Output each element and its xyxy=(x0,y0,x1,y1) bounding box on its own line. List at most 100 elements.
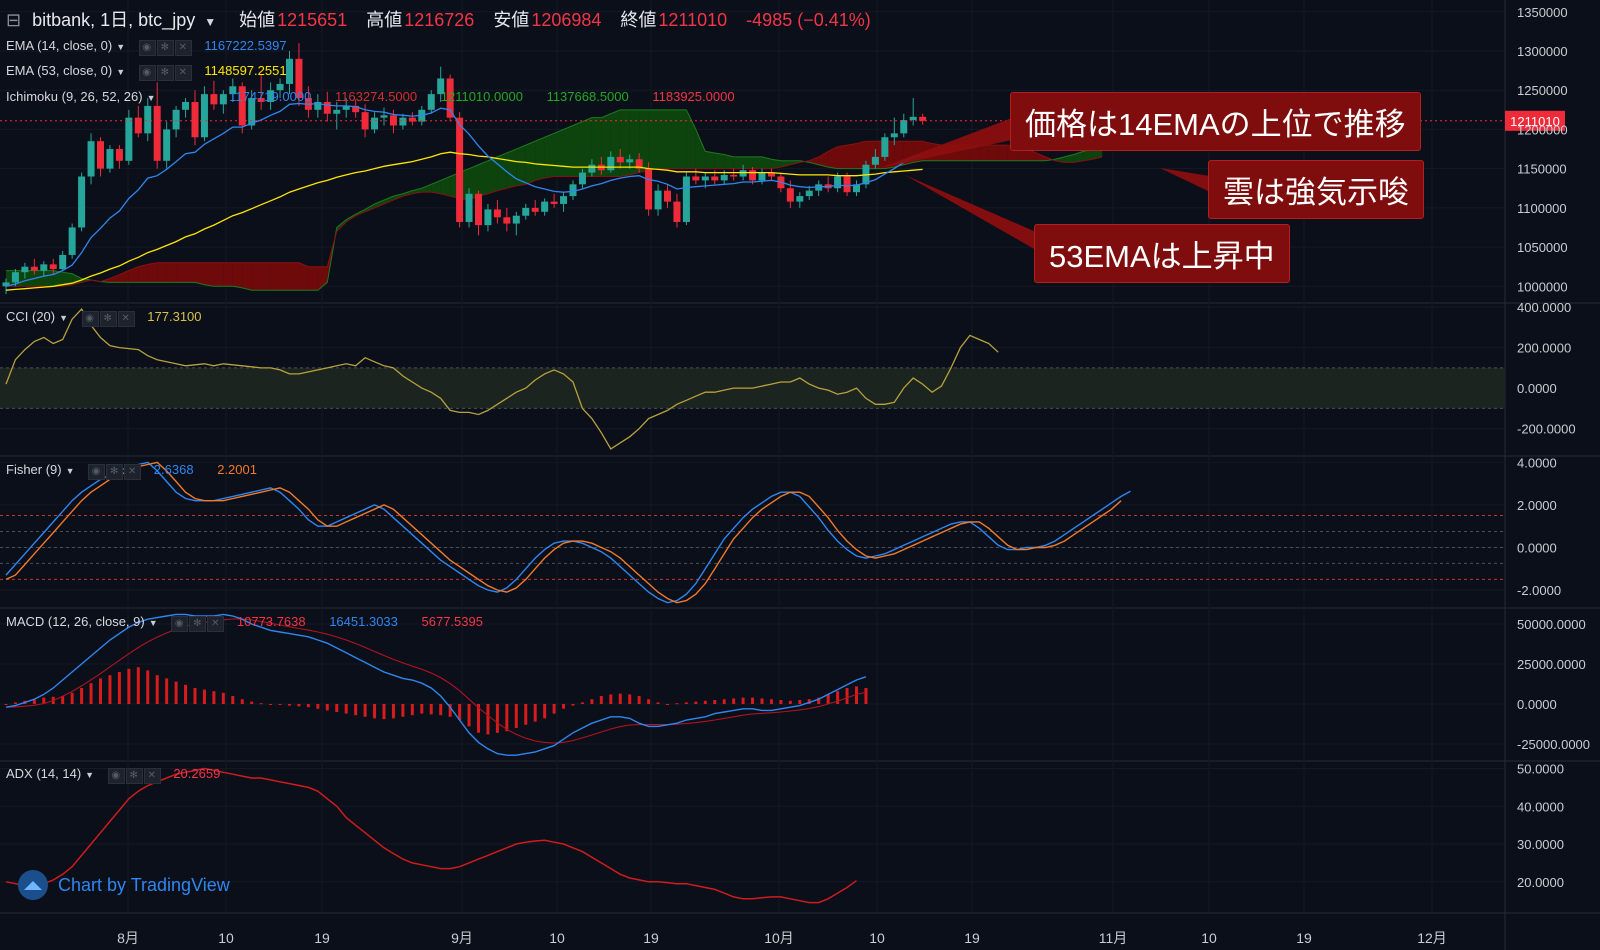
candle-body xyxy=(68,227,76,255)
macd-panel[interactable] xyxy=(4,613,868,756)
chevron-down-icon[interactable]: ▼ xyxy=(116,67,126,77)
candle-body xyxy=(739,170,747,177)
close-label: 終値 xyxy=(620,10,657,30)
legend-adx[interactable]: ADX (14, 14) ▼ ◉ ✻ ✕ 20.2659 xyxy=(6,766,240,784)
eye-icon[interactable]: ◉ xyxy=(88,464,106,480)
macd-histogram-bar xyxy=(439,704,443,716)
price-panel[interactable]: 1211010 xyxy=(0,43,1565,295)
tradingview-watermark[interactable]: Chart by TradingView xyxy=(18,870,230,900)
candle-body xyxy=(465,193,473,222)
time-tick-label: 19 xyxy=(964,930,980,946)
chevron-down-icon[interactable]: ▼ xyxy=(204,15,217,29)
candle-body xyxy=(144,105,152,134)
legend-macd-controls[interactable]: ◉ ✻ ✕ xyxy=(171,614,225,632)
close-icon[interactable]: ✕ xyxy=(174,65,192,81)
legend-fisher[interactable]: Fisher (9) ▼ ◉ ✻ ✕ 2.6368 2.2001 xyxy=(6,462,277,480)
candle-body xyxy=(711,176,719,181)
legend-cci[interactable]: CCI (20) ▼ ◉ ✻ ✕ 177.3100 xyxy=(6,309,222,327)
macd-histogram-bar xyxy=(751,697,755,704)
chevron-down-icon[interactable]: ▼ xyxy=(59,313,69,323)
annotation-cloud-bullish: 雲は強気示唆 xyxy=(1208,160,1424,219)
eye-icon[interactable]: ◉ xyxy=(171,616,189,632)
legend-fisher-name: Fisher (9) xyxy=(6,462,62,477)
legend-ema53-controls[interactable]: ◉ ✻ ✕ xyxy=(138,63,193,81)
ichimoku-cloud-segment xyxy=(667,109,677,169)
candle-body xyxy=(30,266,38,271)
candle-body xyxy=(692,176,700,181)
close-icon[interactable]: ✕ xyxy=(117,311,135,327)
gear-icon[interactable]: ✻ xyxy=(125,768,143,784)
chevron-down-icon[interactable]: ▼ xyxy=(65,466,75,476)
legend-ema14-controls[interactable]: ◉ ✻ ✕ xyxy=(138,38,193,56)
ichimoku-cloud-segment xyxy=(544,133,555,179)
gear-icon[interactable]: ✻ xyxy=(156,40,174,56)
gear-icon[interactable]: ✻ xyxy=(106,464,124,480)
eye-icon[interactable]: ◉ xyxy=(81,311,99,327)
ichimoku-cloud-segment xyxy=(384,196,394,204)
candle-body xyxy=(786,188,794,202)
close-icon[interactable]: ✕ xyxy=(207,616,225,632)
macd-histogram-bar xyxy=(155,675,159,704)
gear-icon[interactable]: ✻ xyxy=(99,311,117,327)
ichimoku-cloud-segment xyxy=(676,109,687,169)
chevron-down-icon[interactable]: ▼ xyxy=(148,618,158,628)
eye-icon[interactable]: ◉ xyxy=(107,768,125,784)
macd-histogram-bar xyxy=(722,699,726,704)
candle-body xyxy=(588,164,596,173)
candle-body xyxy=(560,196,568,204)
time-tick-label: 19 xyxy=(314,930,330,946)
adx-panel[interactable] xyxy=(5,767,857,904)
legend-ema53[interactable]: EMA (53, close, 0) ▼ ◉ ✻ ✕ 1148597.2551 xyxy=(6,63,307,81)
legend-ichimoku[interactable]: Ichimoku (9, 26, 52, 26) ▼ 1174719.0000 1… xyxy=(6,89,755,104)
legend-fisher-controls[interactable]: ◉ ✻ ✕ xyxy=(88,462,142,480)
macd-histogram-bar xyxy=(590,699,594,704)
candle-body xyxy=(182,101,190,110)
chevron-down-icon[interactable]: ▼ xyxy=(146,93,156,103)
chevron-down-icon[interactable]: ▼ xyxy=(85,770,95,780)
legend-ema14[interactable]: EMA (14, close, 0) ▼ ◉ ✻ ✕ 1167222.5397 xyxy=(6,38,307,56)
eye-icon[interactable]: ◉ xyxy=(138,40,156,56)
legend-cci-controls[interactable]: ◉ ✻ ✕ xyxy=(81,309,136,327)
macd-axis-tick-label: -25000.0000 xyxy=(1517,737,1590,752)
macd-histogram-bar xyxy=(32,699,36,704)
macd-line xyxy=(5,613,867,756)
candle-body xyxy=(919,116,927,121)
legend-adx-controls[interactable]: ◉ ✻ ✕ xyxy=(107,766,162,784)
ichimoku-cloud-segment xyxy=(374,200,384,208)
fisher-panel[interactable] xyxy=(0,461,1505,604)
chevron-down-icon[interactable]: ▼ xyxy=(116,42,126,52)
close-icon[interactable]: ✕ xyxy=(143,768,161,784)
macd-histogram-bar xyxy=(807,699,811,704)
candle-body xyxy=(701,176,709,181)
candle-body xyxy=(909,116,917,121)
ichimoku-cloud-segment xyxy=(34,270,44,287)
macd-histogram-bar xyxy=(618,693,622,704)
macd-histogram-bar xyxy=(514,704,518,728)
ichimoku-cloud-segment xyxy=(43,270,54,287)
cci-panel[interactable] xyxy=(0,308,1505,450)
ichimoku-cloud-segment xyxy=(232,262,243,288)
eye-icon[interactable]: ◉ xyxy=(138,65,156,81)
gear-icon[interactable]: ✻ xyxy=(156,65,174,81)
gear-icon[interactable]: ✻ xyxy=(189,616,207,632)
legend-ichimoku-value-4: 1137668.5000 xyxy=(546,89,629,104)
candle-body xyxy=(673,201,681,222)
macd-histogram-bar xyxy=(306,704,310,708)
ichimoku-cloud-segment xyxy=(1036,152,1046,161)
macd-histogram-bar xyxy=(259,703,263,705)
macd-histogram-bar xyxy=(202,689,206,704)
macd-histogram-bar xyxy=(524,704,528,725)
legend-macd[interactable]: MACD (12, 26, close, 9) ▼ ◉ ✻ ✕ 10773.7638 … xyxy=(6,614,503,632)
candle-body xyxy=(191,101,199,138)
close-icon[interactable]: ✕ xyxy=(174,40,192,56)
symbol-label[interactable]: bitbank, 1日, btc_jpy xyxy=(32,10,196,30)
ichimoku-cloud-segment xyxy=(497,152,507,191)
close-icon[interactable]: ✕ xyxy=(124,464,142,480)
time-tick-label: 10月 xyxy=(764,930,794,946)
close-value: 1211010 xyxy=(658,10,728,30)
macd-histogram-bar xyxy=(637,696,641,704)
ichimoku-cloud-segment xyxy=(402,190,413,197)
menu-icon[interactable]: ⊟ xyxy=(6,10,22,30)
ichimoku-cloud-segment xyxy=(847,143,857,169)
